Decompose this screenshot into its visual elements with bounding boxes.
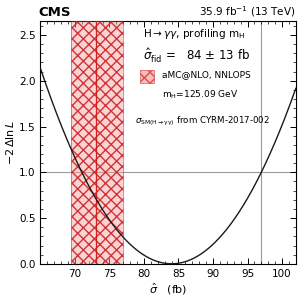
Text: m$_{\rm H}$=125.09 GeV: m$_{\rm H}$=125.09 GeV	[162, 89, 238, 101]
Text: aMC@NLO, NNLOPS: aMC@NLO, NNLOPS	[162, 70, 250, 79]
Text: 35.9 fb$^{-1}$ (13 TeV): 35.9 fb$^{-1}$ (13 TeV)	[199, 4, 296, 19]
Y-axis label: $-2\,\Delta\ln L$: $-2\,\Delta\ln L$	[4, 120, 16, 165]
Text: $\sigma_{\rm SM(H\rightarrow\gamma\gamma)}$ from CYRM-2017-002: $\sigma_{\rm SM(H\rightarrow\gamma\gamma…	[135, 115, 270, 128]
Text: CMS: CMS	[38, 6, 70, 19]
Bar	[140, 70, 154, 83]
Bar	[71, 21, 123, 264]
Text: $\hat{\sigma}_{\rm fid}$ =   84 $\pm$ 13 fb: $\hat{\sigma}_{\rm fid}$ = 84 $\pm$ 13 f…	[142, 47, 250, 65]
Bar	[71, 21, 123, 264]
Text: H$\rightarrow\gamma\gamma$, profiling m$_{\rm H}$: H$\rightarrow\gamma\gamma$, profiling m$…	[142, 27, 245, 41]
X-axis label: $\hat{\sigma}$   (fb): $\hat{\sigma}$ (fb)	[149, 281, 187, 297]
